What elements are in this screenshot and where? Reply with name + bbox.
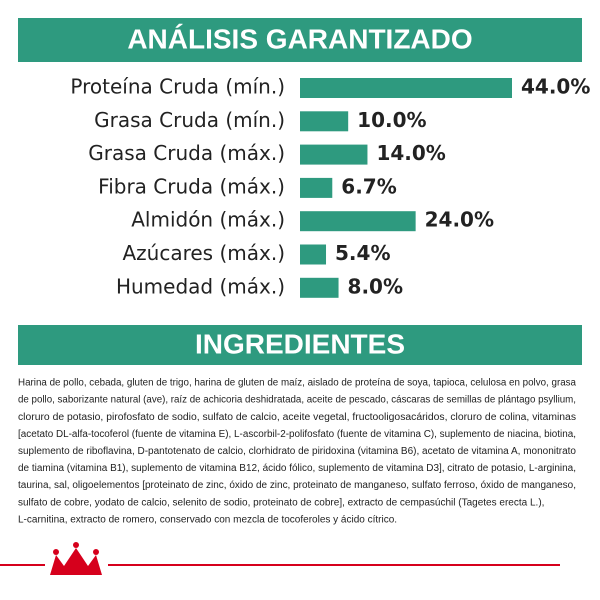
ingredients-line: taurina, sal, oligoelementos [proteinato… bbox=[18, 480, 576, 491]
category-label: Proteína Cruda (mín.) bbox=[70, 75, 285, 99]
ingredients-title: INGREDIENTES bbox=[195, 328, 405, 359]
ingredients-line: de tiamina (vitamina B1), suplemento de … bbox=[18, 463, 576, 474]
ingredients-line: sulfato de cobre, yodato de calcio, sele… bbox=[18, 497, 544, 508]
ingredients-line: cloruro de potasio, pirofosfato de sodio… bbox=[18, 412, 576, 423]
ingredients-line: suplemento de riboflavina, D-pantotenato… bbox=[18, 446, 576, 457]
ingredients-line: L-carnitina, extracto de romero, conserv… bbox=[18, 514, 397, 525]
category-label: Fibra Cruda (máx.) bbox=[98, 174, 285, 198]
title-banner bbox=[18, 18, 582, 62]
value-label: 10.0% bbox=[357, 108, 426, 132]
value-label: 44.0% bbox=[521, 75, 590, 99]
category-label: Azúcares (máx.) bbox=[122, 241, 285, 265]
value-label: 24.0% bbox=[425, 208, 494, 232]
value-label: 6.7% bbox=[341, 174, 396, 198]
ingredients-line: de pollo, saborizante natural (ave), raí… bbox=[18, 395, 576, 406]
ingredients-banner bbox=[18, 325, 582, 365]
category-label: Almidón (máx.) bbox=[131, 208, 285, 232]
bar bbox=[300, 277, 339, 298]
bar bbox=[300, 144, 368, 165]
bar bbox=[300, 78, 512, 98]
bar bbox=[300, 211, 416, 232]
bar bbox=[300, 244, 327, 265]
value-label: 8.0% bbox=[348, 274, 403, 298]
ingredients-line: [acetato DL-alfa-tocoferol (fuente de vi… bbox=[18, 429, 576, 440]
brand-logo bbox=[50, 542, 102, 575]
value-label: 5.4% bbox=[335, 241, 390, 265]
chart-title: ANÁLISIS GARANTIZADO bbox=[127, 23, 472, 54]
category-label: Grasa Cruda (máx.) bbox=[88, 141, 285, 165]
ingredients-line: Harina de pollo, cebada, gluten de trigo… bbox=[18, 378, 576, 389]
bar bbox=[300, 111, 349, 132]
bar bbox=[300, 177, 333, 198]
category-label: Grasa Cruda (mín.) bbox=[94, 108, 285, 132]
value-label: 14.0% bbox=[376, 141, 445, 165]
category-label: Humedad (máx.) bbox=[116, 274, 285, 298]
